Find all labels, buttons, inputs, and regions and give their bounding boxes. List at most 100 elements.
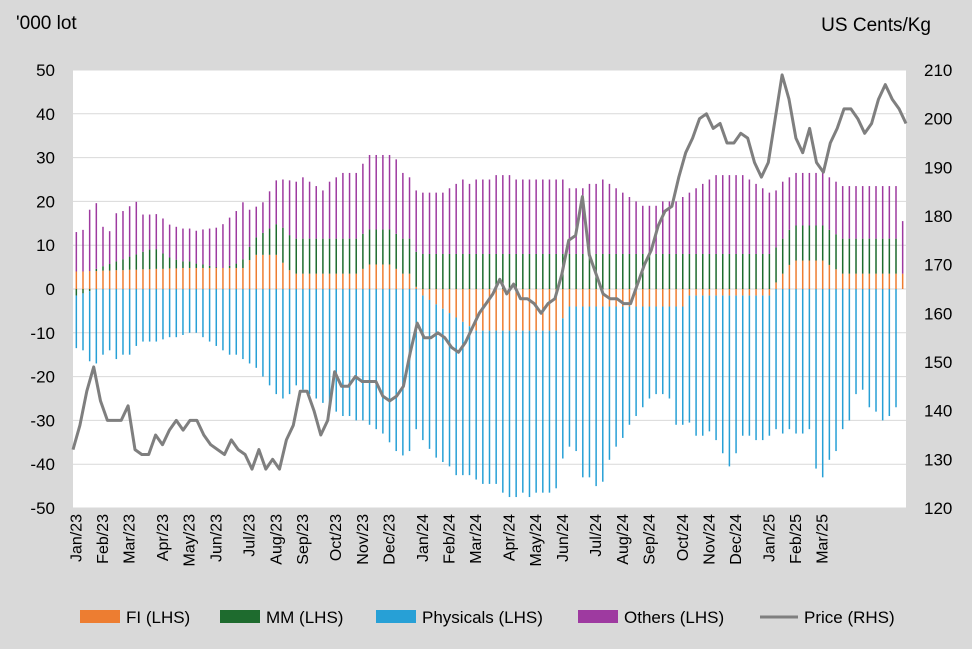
physicals-bar (188, 289, 191, 333)
mm-bar (408, 238, 411, 274)
others-bar (835, 181, 837, 235)
x-axis-ticks: Jan/23 Feb/23 Mar/23 Apr/23 May/23 Jun/23 Jul/… (68, 514, 831, 567)
physicals-bar (881, 289, 884, 421)
physicals-bar (708, 295, 711, 432)
mm-bar (95, 268, 98, 272)
mm-bar (482, 253, 484, 289)
physicals-bar (135, 289, 138, 346)
mm-bar (375, 229, 377, 265)
mm-bar (108, 264, 111, 271)
fi-bar (668, 289, 671, 307)
others-bar (128, 206, 131, 257)
mm-bar (128, 256, 131, 270)
mm-bar (315, 238, 317, 274)
physicals-bar (502, 330, 504, 493)
others-bar (322, 190, 324, 239)
left-tick-label: 40 (36, 105, 55, 124)
others-bar (148, 214, 151, 250)
fi-bar (348, 273, 351, 289)
fi-bar (322, 273, 324, 289)
others-bar (328, 181, 331, 239)
x-tick-label: Oct/24 (675, 514, 692, 561)
mm-bar (881, 238, 884, 274)
physicals-bar (122, 289, 124, 355)
physicals-bar (688, 295, 691, 423)
physicals-bar (335, 289, 337, 412)
mm-bar (202, 264, 204, 268)
physicals-bar (755, 295, 757, 441)
physicals-bar (848, 289, 851, 421)
mm-bar (695, 253, 697, 289)
fi-bar (195, 267, 198, 289)
fi-bar (222, 267, 224, 289)
mm-bar (122, 259, 124, 271)
mm-bar (335, 238, 337, 274)
physicals-bar (242, 289, 244, 360)
fi-bar (755, 289, 757, 296)
physicals-bar (868, 289, 871, 408)
fi-bar (741, 289, 744, 296)
others-bar (628, 197, 631, 254)
mm-bar (688, 253, 691, 289)
fi-bar (515, 289, 517, 331)
mm-bar (768, 253, 771, 289)
physicals-bar (402, 289, 404, 456)
others-bar (468, 183, 471, 254)
fi-bar (182, 267, 184, 289)
others-bar (422, 192, 424, 254)
mm-bar (402, 238, 404, 274)
others-bar (388, 154, 391, 230)
legend-swatch (578, 610, 618, 623)
fi-bar (821, 260, 824, 289)
mm-bar (188, 261, 191, 268)
others-bar (688, 192, 691, 254)
physicals-bar (215, 289, 218, 346)
mm-bar (288, 235, 291, 271)
others-bar (788, 177, 791, 230)
others-bar (575, 188, 577, 254)
mm-bar (275, 224, 278, 255)
mm-bar (668, 253, 671, 289)
others-bar (808, 172, 811, 226)
others-bar (828, 177, 831, 230)
fi-bar (808, 260, 811, 289)
physicals-bar (442, 308, 444, 463)
mm-bar (162, 253, 164, 269)
fi-bar (602, 289, 604, 307)
fi-bar (595, 289, 597, 307)
physicals-bar (288, 289, 291, 395)
left-tick-label: -10 (30, 324, 55, 343)
physicals-bar (855, 289, 857, 395)
left-tick-label: 20 (36, 192, 55, 211)
physicals-bar (695, 295, 697, 436)
x-tick-label: Feb/23 (95, 514, 112, 564)
physicals-bar (761, 295, 764, 441)
mm-bar (735, 253, 737, 289)
fi-bar (622, 289, 624, 307)
others-bar (308, 181, 311, 239)
mm-bar (588, 253, 591, 289)
mm-bar (795, 225, 797, 261)
physicals-bar (322, 289, 324, 403)
fi-bar (475, 289, 477, 331)
others-bar (375, 154, 377, 230)
fi-bar (342, 273, 344, 289)
others-bar (675, 201, 677, 254)
right-tick-label: 140 (924, 402, 952, 421)
fi-bar (642, 289, 644, 307)
physicals-bar (542, 330, 544, 493)
mm-bar (348, 238, 351, 274)
mm-bar (215, 267, 218, 268)
mm-bar (602, 253, 604, 289)
x-tick-label: Jul/23 (242, 514, 259, 557)
physicals-bar (408, 289, 411, 452)
others-bar (248, 209, 251, 247)
mm-bar (322, 238, 324, 274)
fi-bar (588, 289, 591, 307)
physicals-bar (475, 330, 477, 480)
physicals-bar (595, 306, 597, 487)
others-bar (682, 197, 684, 254)
fi-bar (748, 289, 751, 296)
physicals-bar (88, 291, 91, 362)
physicals-bar (648, 306, 651, 399)
